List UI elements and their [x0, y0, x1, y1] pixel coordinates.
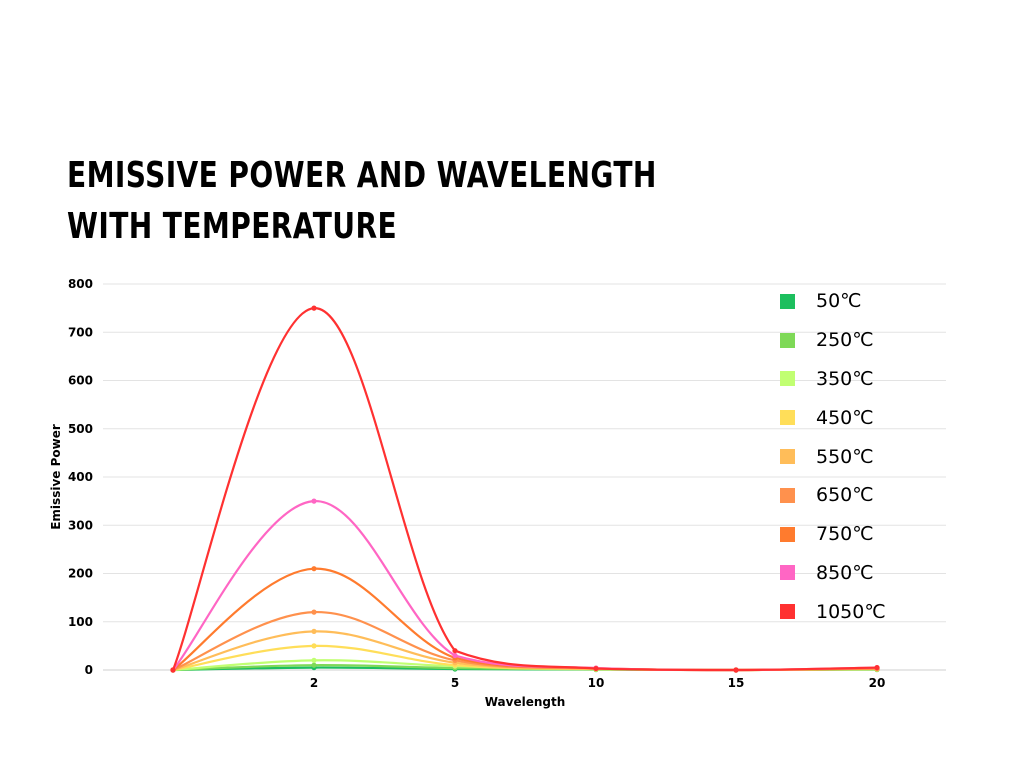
legend-swatch: [780, 526, 795, 542]
legend-item: 350℃: [780, 360, 886, 399]
legend-label: 750℃: [816, 523, 874, 546]
data-point: [733, 667, 739, 673]
series-650℃: [170, 609, 880, 673]
legend-item: 650℃: [780, 476, 886, 515]
x-tick-label: 10: [588, 676, 605, 690]
chart-title: EMISSIVE POWER AND WAVELENGTH WITH TEMPE…: [67, 150, 657, 252]
y-tick-label: 600: [68, 374, 93, 388]
data-point: [311, 609, 317, 615]
series-1050℃: [170, 305, 880, 673]
legend-label: 50℃: [816, 290, 862, 313]
legend-item: 550℃: [780, 437, 886, 476]
data-point: [452, 652, 458, 659]
data-point: [311, 662, 317, 668]
legend-swatch: [780, 293, 795, 309]
y-tick-label: 100: [68, 615, 93, 629]
y-tick-label: 0: [85, 663, 93, 677]
chart-title-line-1: EMISSIVE POWER AND WAVELENGTH: [67, 155, 657, 196]
legend-swatch: [780, 449, 795, 465]
data-point: [311, 305, 317, 311]
legend-item: 850℃: [780, 554, 886, 593]
legend-label: 850℃: [816, 561, 874, 584]
series-line: [171, 307, 878, 672]
legend-label: 350℃: [816, 367, 874, 390]
legend-label: 550℃: [816, 445, 874, 468]
legend-item: 250℃: [780, 321, 886, 360]
legend-item: 750℃: [780, 515, 886, 554]
legend: 50℃ 250℃ 350℃ 450℃ 550℃ 650℃ 750℃ 850℃ 1050℃: [780, 282, 886, 631]
x-tick-label: 2: [310, 676, 318, 690]
legend-item: 1050℃: [780, 592, 886, 631]
y-tick-label: 300: [68, 518, 93, 532]
legend-swatch: [780, 565, 795, 581]
series-850℃: [170, 498, 880, 673]
data-point: [311, 643, 317, 649]
data-point: [170, 667, 176, 673]
legend-swatch: [780, 332, 795, 348]
x-tick-label: 20: [869, 676, 886, 690]
data-point: [874, 664, 880, 671]
y-tick-label: 800: [68, 277, 93, 291]
legend-swatch: [780, 487, 795, 503]
legend-swatch: [780, 371, 795, 387]
data-point: [311, 628, 317, 635]
data-point: [593, 665, 599, 672]
legend-swatch: [780, 410, 795, 426]
x-tick-label: 5: [451, 676, 459, 690]
legend-label: 450℃: [816, 406, 874, 429]
data-point: [311, 498, 317, 504]
y-tick-label: 200: [68, 567, 93, 581]
y-tick-label: 400: [68, 470, 93, 484]
legend-label: 650℃: [816, 484, 874, 507]
x-tick-label: 15: [728, 676, 745, 690]
data-point: [311, 566, 317, 572]
legend-label: 250℃: [816, 329, 874, 352]
y-tick-label: 500: [68, 422, 93, 436]
x-axis-label: Wavelength: [485, 695, 566, 709]
y-axis-label: Emissive Power: [49, 424, 63, 530]
data-point: [311, 657, 317, 663]
legend-swatch: [780, 604, 795, 620]
legend-item: 450℃: [780, 398, 886, 437]
series-line: [172, 630, 878, 672]
series-line: [172, 500, 878, 672]
legend-item: 50℃: [780, 282, 886, 321]
data-point: [452, 648, 458, 654]
chart-title-line-2: WITH TEMPERATURE: [67, 206, 398, 247]
y-tick-label: 700: [68, 325, 93, 339]
legend-label: 1050℃: [816, 600, 886, 623]
